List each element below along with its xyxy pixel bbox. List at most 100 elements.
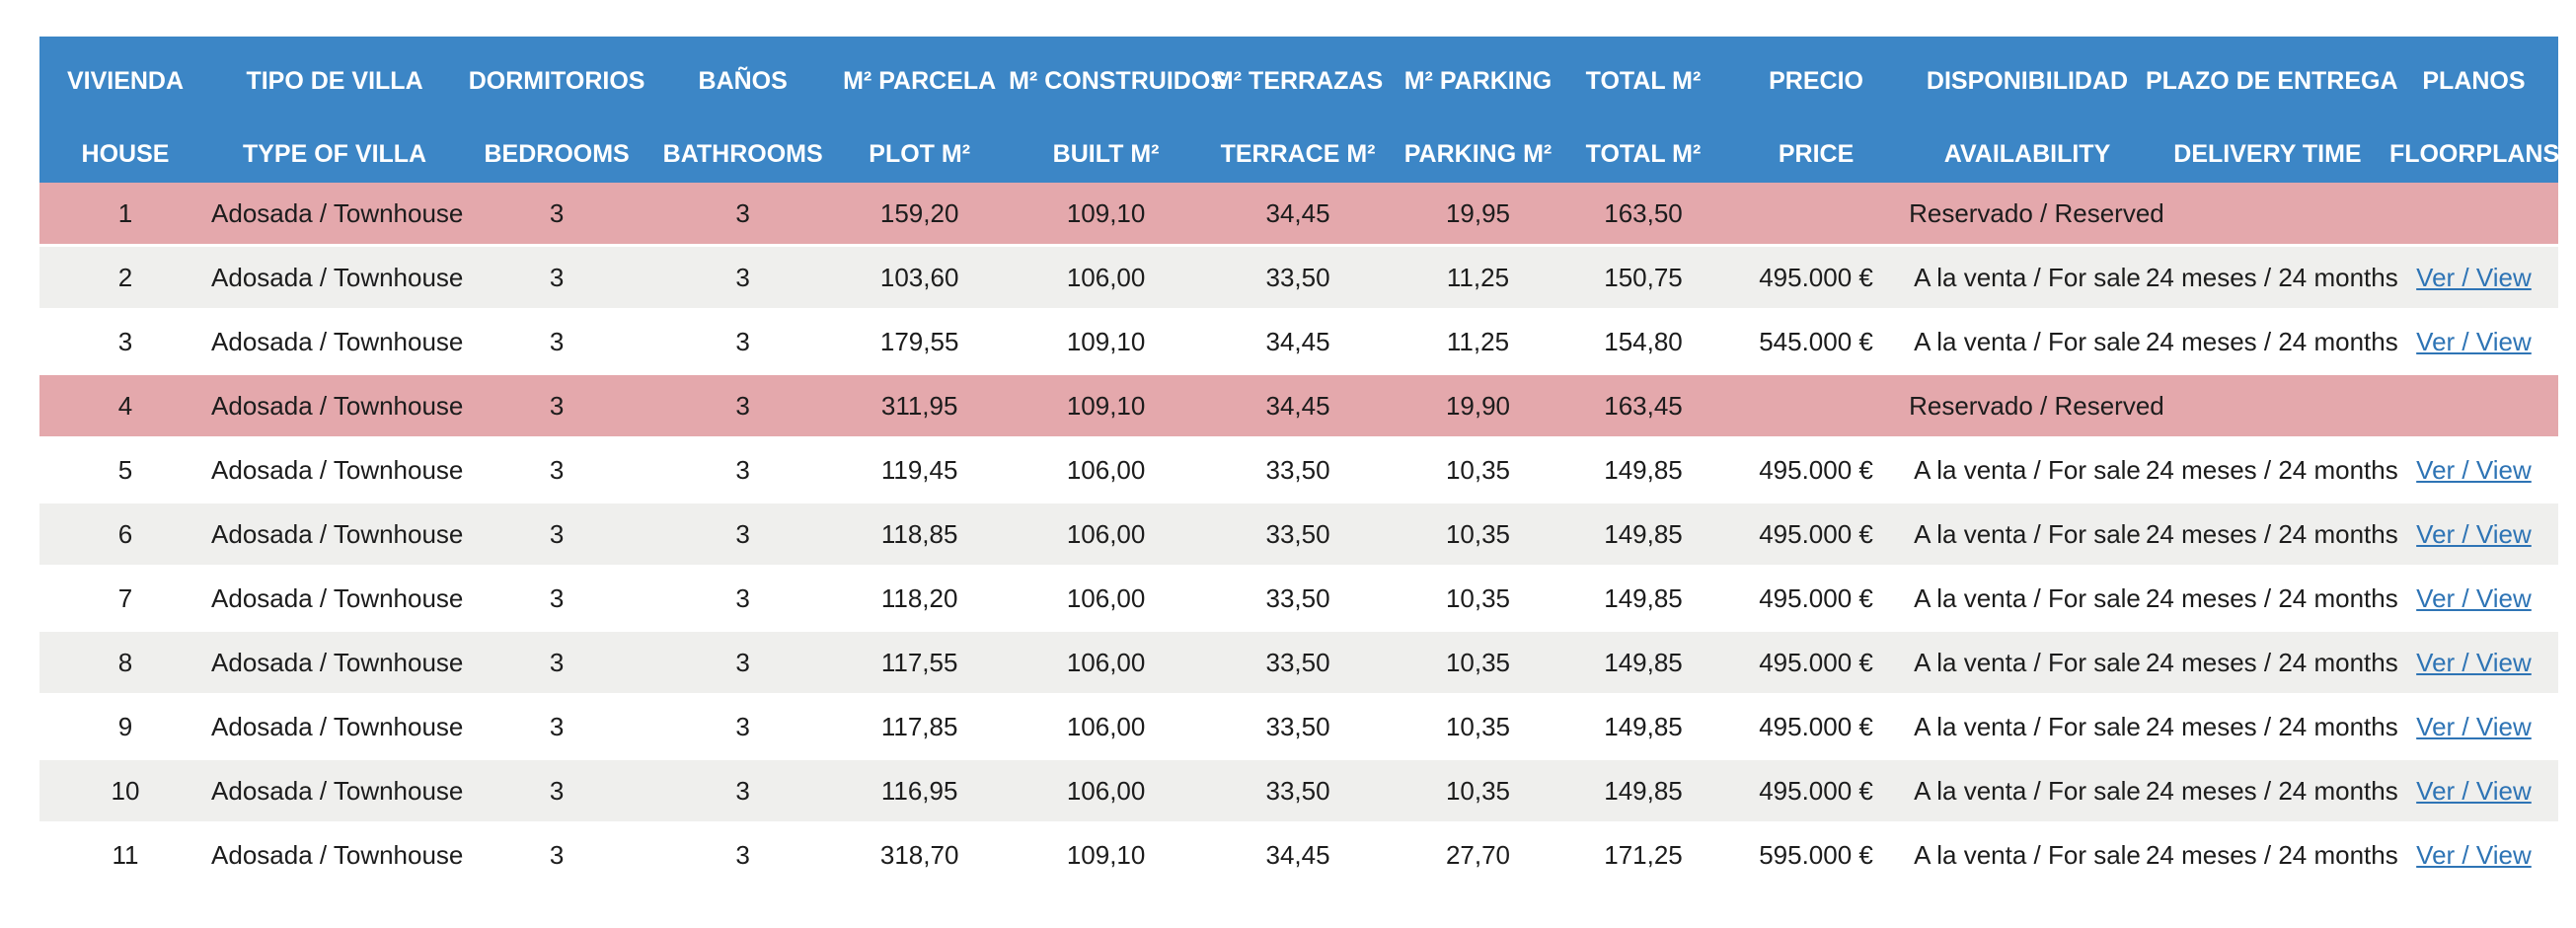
cell-type: Adosada / Townhouse — [211, 758, 463, 824]
cell-plot: 159,20 — [830, 183, 1010, 247]
cell-availability: A la venta / For sale — [1909, 245, 2146, 311]
floorplan-link[interactable]: Ver / View — [2416, 582, 2532, 613]
table-row: 7 Adosada / Townhouse 3 3 118,20 106,00 33,50 1… — [39, 566, 2558, 632]
cell-plot: 311,95 — [830, 373, 1010, 439]
table-row: 10 Adosada / Townhouse 3 3 116,95 106,00 33,50… — [39, 758, 2558, 824]
cell-bedrooms: 3 — [458, 502, 656, 568]
floorplan-link[interactable]: Ver / View — [2416, 647, 2532, 677]
cell-built: 106,00 — [1009, 630, 1204, 696]
cell-price — [1723, 373, 1910, 439]
table-body: 1 Adosada / Townhouse 3 3 159,20 109,10 34,45 1… — [39, 183, 2558, 889]
cell-house: 2 — [39, 245, 212, 311]
cell-plot: 179,55 — [830, 309, 1010, 375]
cell-total: 163,45 — [1562, 373, 1724, 439]
cell-floorplans: Ver / View — [2388, 694, 2558, 760]
table-row: 6 Adosada / Townhouse 3 3 118,85 106,00 33,50 1… — [39, 502, 2558, 568]
header-bedrooms-es: DORMITORIOS — [458, 37, 656, 110]
cell-bathrooms: 3 — [655, 309, 831, 375]
table-row: 9 Adosada / Townhouse 3 3 117,85 106,00 33,50 1… — [39, 694, 2558, 760]
cell-total: 149,85 — [1562, 630, 1724, 696]
cell-delivery: 24 meses / 24 months — [2145, 758, 2398, 824]
cell-terrace: 33,50 — [1203, 502, 1393, 568]
table-row: 8 Adosada / Townhouse 3 3 117,55 106,00 33,50 1… — [39, 630, 2558, 696]
cell-type: Adosada / Townhouse — [211, 694, 463, 760]
cell-parking: 10,35 — [1392, 694, 1563, 760]
cell-price: 495.000 € — [1723, 437, 1910, 503]
cell-total: 149,85 — [1562, 694, 1724, 760]
cell-price — [1723, 183, 1910, 247]
cell-delivery: 24 meses / 24 months — [2145, 566, 2398, 632]
cell-house: 9 — [39, 694, 212, 760]
cell-house: 5 — [39, 437, 212, 503]
cell-type: Adosada / Townhouse — [211, 183, 463, 247]
cell-terrace: 33,50 — [1203, 566, 1393, 632]
header-parking-es: M² PARKING — [1392, 37, 1563, 110]
cell-total: 171,25 — [1562, 822, 1724, 889]
header-bedrooms-en: BEDROOMS — [458, 110, 656, 183]
floorplan-link[interactable]: Ver / View — [2416, 711, 2532, 741]
cell-terrace: 34,45 — [1203, 183, 1393, 247]
header-house-es: VIVIENDA — [39, 37, 212, 110]
header-floorplans-en: FLOORPLANS — [2388, 110, 2559, 183]
cell-parking: 10,35 — [1392, 502, 1563, 568]
floorplan-link[interactable]: Ver / View — [2416, 518, 2532, 549]
table-row: 1 Adosada / Townhouse 3 3 159,20 109,10 34,45 1… — [39, 183, 2558, 247]
cell-bedrooms: 3 — [458, 566, 656, 632]
header-delivery-es: PLAZO DE ENTREGA — [2145, 37, 2398, 110]
cell-built: 106,00 — [1009, 437, 1204, 503]
cell-total: 149,85 — [1562, 502, 1724, 568]
floorplan-link[interactable]: Ver / View — [2416, 262, 2532, 292]
cell-bathrooms: 3 — [655, 245, 831, 311]
cell-plot: 119,45 — [830, 437, 1010, 503]
cell-plot: 318,70 — [830, 822, 1010, 889]
cell-availability: A la venta / For sale — [1909, 437, 2146, 503]
cell-type: Adosada / Townhouse — [211, 502, 463, 568]
floorplan-link[interactable]: Ver / View — [2416, 839, 2532, 870]
cell-price: 495.000 € — [1723, 502, 1910, 568]
cell-floorplans: Ver / View — [2388, 245, 2558, 311]
header-price-en: PRICE — [1723, 110, 1910, 183]
cell-bathrooms: 3 — [655, 758, 831, 824]
cell-house: 8 — [39, 630, 212, 696]
cell-parking: 10,35 — [1392, 758, 1563, 824]
cell-bathrooms: 3 — [655, 630, 831, 696]
cell-total: 163,50 — [1562, 183, 1724, 247]
header-plot-en: PLOT M² — [830, 110, 1010, 183]
cell-plot: 116,95 — [830, 758, 1010, 824]
cell-availability: A la venta / For sale — [1909, 694, 2146, 760]
cell-built: 106,00 — [1009, 502, 1204, 568]
floorplan-link[interactable]: Ver / View — [2416, 775, 2532, 806]
cell-type: Adosada / Townhouse — [211, 822, 463, 889]
cell-parking: 19,95 — [1392, 183, 1563, 247]
cell-availability: A la venta / For sale — [1909, 822, 2146, 889]
cell-floorplans: Ver / View — [2388, 822, 2558, 889]
header-price-es: PRECIO — [1723, 37, 1910, 110]
header-availability-en: AVAILABILITY — [1909, 110, 2146, 183]
cell-price: 495.000 € — [1723, 758, 1910, 824]
header-availability-es: DISPONIBILIDAD — [1909, 37, 2146, 110]
cell-terrace: 33,50 — [1203, 694, 1393, 760]
cell-plot: 117,85 — [830, 694, 1010, 760]
table-row: 3 Adosada / Townhouse 3 3 179,55 109,10 34,45 1… — [39, 309, 2558, 375]
floorplan-link[interactable]: Ver / View — [2416, 454, 2532, 485]
table-header: VIVIENDA TIPO DE VILLA DORMITORIOS BAÑOS M² … — [39, 37, 2559, 183]
cell-plot: 118,20 — [830, 566, 1010, 632]
cell-terrace: 33,50 — [1203, 437, 1393, 503]
cell-parking: 27,70 — [1392, 822, 1563, 889]
cell-built: 109,10 — [1009, 309, 1204, 375]
cell-total: 149,85 — [1562, 437, 1724, 503]
cell-parking: 10,35 — [1392, 437, 1563, 503]
cell-type: Adosada / Townhouse — [211, 437, 463, 503]
cell-price: 495.000 € — [1723, 245, 1910, 311]
cell-price: 495.000 € — [1723, 694, 1910, 760]
cell-terrace: 34,45 — [1203, 822, 1393, 889]
cell-parking: 11,25 — [1392, 309, 1563, 375]
cell-bathrooms: 3 — [655, 437, 831, 503]
cell-delivery: 24 meses / 24 months — [2145, 245, 2398, 311]
cell-parking: 19,90 — [1392, 373, 1563, 439]
cell-plot: 118,85 — [830, 502, 1010, 568]
header-plot-es: M² PARCELA — [830, 37, 1010, 110]
cell-house: 11 — [39, 822, 212, 889]
floorplan-link[interactable]: Ver / View — [2416, 326, 2532, 356]
